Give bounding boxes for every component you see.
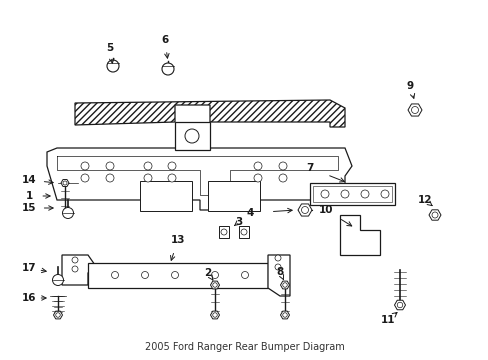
Polygon shape: [339, 215, 379, 255]
Text: 13: 13: [170, 235, 185, 245]
Circle shape: [241, 229, 246, 235]
Circle shape: [171, 271, 178, 279]
Circle shape: [253, 174, 262, 182]
Text: 17: 17: [21, 263, 36, 273]
Polygon shape: [62, 255, 95, 285]
Bar: [309, 183, 394, 205]
Text: 2: 2: [204, 268, 211, 278]
Text: 14: 14: [21, 175, 36, 185]
Bar: [207, 181, 260, 211]
Circle shape: [282, 313, 286, 317]
Circle shape: [380, 190, 388, 198]
Bar: [239, 226, 248, 238]
Polygon shape: [428, 210, 440, 220]
Circle shape: [107, 60, 119, 72]
Circle shape: [106, 174, 114, 182]
Polygon shape: [210, 311, 219, 319]
Circle shape: [162, 63, 174, 75]
Bar: [140, 181, 192, 211]
Circle shape: [360, 190, 368, 198]
Circle shape: [141, 271, 148, 279]
Text: 2005 Ford Ranger Rear Bumper Diagram: 2005 Ford Ranger Rear Bumper Diagram: [144, 342, 344, 352]
Circle shape: [320, 190, 328, 198]
Circle shape: [168, 174, 176, 182]
Circle shape: [106, 162, 114, 170]
Circle shape: [184, 129, 199, 143]
Circle shape: [143, 162, 152, 170]
Circle shape: [212, 313, 217, 317]
Circle shape: [274, 264, 281, 270]
Circle shape: [253, 162, 262, 170]
Text: 11: 11: [380, 315, 394, 325]
Bar: [175, 122, 209, 150]
Polygon shape: [53, 311, 62, 319]
Circle shape: [81, 174, 89, 182]
Circle shape: [274, 255, 281, 261]
Circle shape: [56, 313, 60, 317]
Polygon shape: [47, 148, 351, 210]
Text: 6: 6: [161, 35, 168, 45]
Circle shape: [301, 207, 308, 213]
Text: 1: 1: [25, 191, 33, 201]
Circle shape: [62, 207, 73, 219]
Circle shape: [72, 257, 78, 263]
Circle shape: [111, 271, 118, 279]
Circle shape: [221, 229, 226, 235]
Bar: [219, 226, 228, 238]
Text: 16: 16: [21, 293, 36, 303]
Bar: [312, 186, 391, 202]
Circle shape: [52, 274, 63, 285]
Circle shape: [168, 162, 176, 170]
Circle shape: [63, 181, 67, 185]
Bar: [88, 263, 267, 288]
Text: 10: 10: [318, 205, 332, 215]
Text: 15: 15: [21, 203, 36, 213]
Polygon shape: [280, 311, 289, 319]
Circle shape: [411, 107, 418, 113]
Polygon shape: [75, 100, 345, 127]
Polygon shape: [210, 281, 219, 289]
Circle shape: [241, 271, 248, 279]
Circle shape: [340, 190, 348, 198]
Circle shape: [212, 283, 217, 287]
Circle shape: [72, 266, 78, 272]
Text: 7: 7: [305, 163, 313, 173]
Polygon shape: [297, 204, 311, 216]
Polygon shape: [267, 255, 289, 296]
Text: 12: 12: [417, 195, 431, 205]
Polygon shape: [280, 281, 289, 289]
Polygon shape: [407, 104, 421, 116]
Circle shape: [143, 174, 152, 182]
Circle shape: [211, 271, 218, 279]
Polygon shape: [394, 300, 405, 310]
Text: 8: 8: [276, 267, 283, 277]
Circle shape: [282, 283, 286, 287]
Circle shape: [279, 174, 286, 182]
Text: 5: 5: [106, 43, 113, 53]
Circle shape: [431, 212, 437, 218]
Text: 3: 3: [235, 217, 242, 227]
Text: 9: 9: [406, 81, 413, 91]
Circle shape: [81, 162, 89, 170]
Polygon shape: [61, 180, 69, 186]
Text: 4: 4: [246, 208, 253, 218]
Circle shape: [396, 302, 402, 308]
Circle shape: [279, 162, 286, 170]
